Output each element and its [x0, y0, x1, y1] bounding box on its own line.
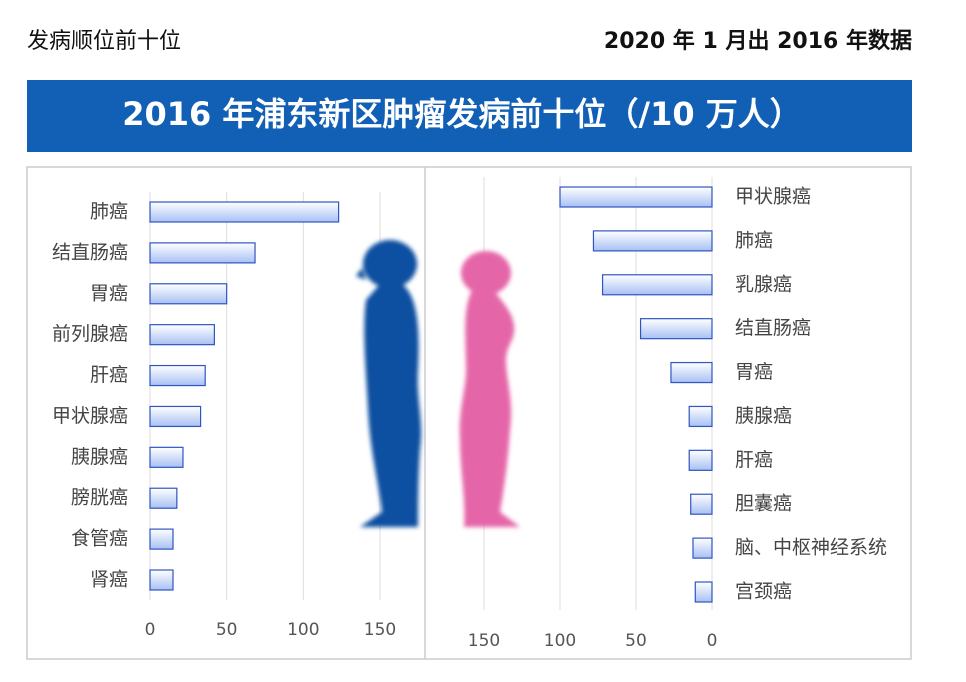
bar [149, 242, 256, 264]
x-tick-label: 0 [145, 620, 156, 640]
category-label: 胃癌 [90, 282, 128, 304]
bar [149, 201, 340, 223]
category-label: 食管癌 [71, 528, 128, 550]
bar [692, 537, 713, 559]
x-tick-label: 100 [544, 631, 576, 651]
bar [670, 361, 713, 384]
bar [149, 446, 184, 468]
woman-body [459, 290, 520, 527]
category-label: 肾癌 [90, 569, 128, 591]
man-body [360, 284, 422, 527]
category-label: 宫颈癌 [735, 581, 792, 603]
category-label: 胰腺癌 [735, 405, 792, 427]
banner-title: 2016 年浦东新区肿瘤发病前十位（/10 万人） [122, 95, 802, 133]
man-nose [356, 268, 366, 280]
bar [149, 528, 174, 550]
bar [149, 405, 202, 428]
bar [601, 274, 713, 296]
category-label: 肝癌 [735, 449, 773, 471]
bar [149, 283, 228, 305]
category-label: 胰腺癌 [71, 446, 128, 468]
category-label: 胃癌 [735, 361, 773, 383]
bar [149, 569, 174, 591]
frame [26, 166, 912, 660]
silhouettes [356, 240, 520, 527]
bar [149, 364, 206, 387]
category-label: 甲状腺癌 [52, 405, 128, 427]
x-tick-label: 50 [625, 631, 647, 651]
x-tick-label: 0 [707, 631, 718, 651]
bar [149, 324, 216, 346]
category-label: 肝癌 [90, 364, 128, 386]
bar [592, 230, 713, 252]
header-right: 2020 年 1 月出 2016 年数据 [604, 28, 912, 54]
bar [688, 405, 713, 428]
header-left: 发病顺位前十位 [27, 29, 181, 54]
category-label: 乳腺癌 [735, 273, 792, 295]
man-head [363, 240, 417, 288]
bar [639, 318, 713, 340]
x-tick-label: 150 [364, 620, 396, 640]
x-tick-label: 150 [468, 631, 500, 651]
category-label: 肺癌 [90, 201, 128, 223]
category-label: 甲状腺癌 [735, 186, 811, 208]
category-label: 膀胱癌 [71, 487, 128, 509]
bar [690, 493, 713, 515]
category-label: 结直肠癌 [52, 241, 128, 263]
x-tick-label: 50 [216, 620, 238, 640]
bar [694, 581, 713, 603]
woman-head [461, 251, 511, 295]
category-label: 胆囊癌 [735, 493, 792, 515]
category-label: 肺癌 [735, 229, 773, 251]
bar [688, 449, 713, 471]
banner [27, 80, 912, 152]
x-tick-label: 100 [287, 620, 319, 640]
bar [149, 487, 178, 509]
category-label: 前列腺癌 [52, 323, 128, 345]
category-label: 脑、中枢神经系统 [735, 537, 887, 559]
category-label: 结直肠癌 [735, 317, 811, 339]
bar [559, 186, 713, 208]
